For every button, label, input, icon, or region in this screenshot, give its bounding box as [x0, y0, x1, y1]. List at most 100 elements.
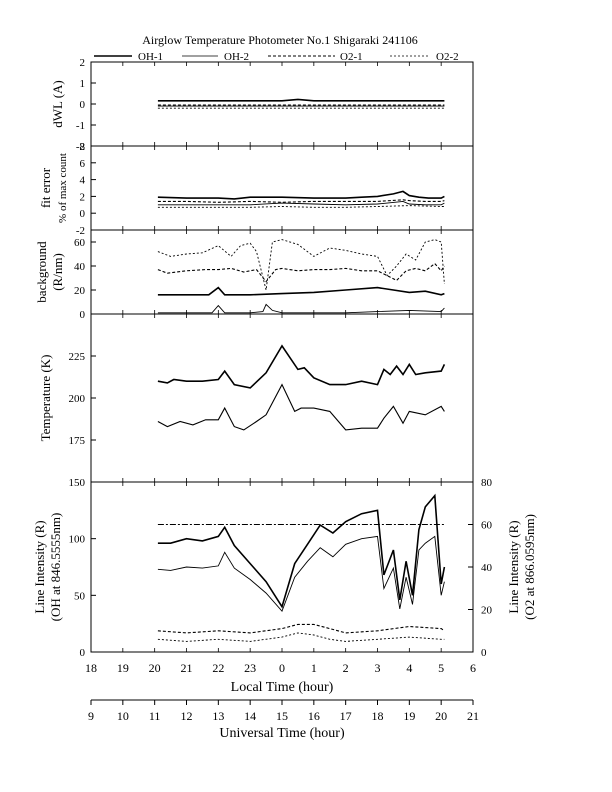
- panel-temperature: Temperature (K): [38, 313, 474, 483]
- panel-intensity-ylabel2: (OH at 846.5555nm): [48, 513, 63, 622]
- local-time-tick-label-9: 3: [375, 661, 381, 675]
- panel-intensity-ylabel-right: Line Intensity (R): [506, 520, 521, 613]
- local-time-tick-label-11: 5: [438, 661, 444, 675]
- panel-dwl: dWL (A): [50, 61, 474, 147]
- ytick-label-fit_error-3: 4: [80, 175, 86, 187]
- panel-fit-error-ylabel2: % of max count: [57, 153, 69, 223]
- ytick-label-dwl-3: 1: [80, 78, 86, 90]
- ytick-label-background-0: 0: [80, 309, 86, 321]
- ytick-label-dwl-0: -2: [76, 141, 85, 153]
- local-time-tick-label-4: 22: [212, 661, 224, 675]
- panel-temperature-frame: [90, 313, 474, 483]
- ytick-label-temperature-1: 200: [69, 393, 86, 405]
- figure-title: Airglow Temperature Photometer No.1 Shig…: [142, 33, 418, 47]
- ytick-right-label-intensity-2: 40: [481, 562, 493, 574]
- ut-tick-label-9: 18: [372, 709, 384, 723]
- local-time-tick-label-5: 23: [244, 661, 256, 675]
- ut-tick-label-0: 9: [88, 709, 94, 723]
- ytick-label-intensity-3: 150: [69, 477, 86, 489]
- ytick-label-fit_error-2: 2: [80, 191, 86, 203]
- ut-tick-label-2: 11: [149, 709, 161, 723]
- ytick-label-background-3: 60: [74, 237, 86, 249]
- panel-temperature-ylabel: Temperature (K): [38, 355, 53, 442]
- series-temperature-oh: [157, 344, 446, 389]
- panel-fit-error: fit error % of max count: [38, 145, 474, 231]
- ytick-right-label-intensity-3: 60: [481, 520, 493, 532]
- panel-intensity-ylabel-right2: (O2 at 866.0595nm): [522, 514, 537, 620]
- series-intensity-o2-2: [157, 632, 445, 642]
- ut-tick-label-12: 21: [467, 709, 479, 723]
- series-intensity-oh-2: [157, 535, 445, 613]
- ut-tick-label-10: 19: [403, 709, 415, 723]
- ytick-label-dwl-2: 0: [80, 99, 86, 111]
- local-time-axis-label: Local Time (hour): [231, 680, 334, 695]
- series-fit_error-o2-2: [157, 205, 445, 208]
- local-time-tick-label-1: 19: [117, 661, 129, 675]
- ut-tick-label-4: 13: [212, 709, 224, 723]
- local-time-tick-label-2: 20: [149, 661, 161, 675]
- ut-tick-label-1: 10: [117, 709, 129, 723]
- ytick-right-label-intensity-1: 20: [481, 605, 493, 617]
- legend-label-oh1: OH-1: [138, 51, 163, 63]
- series-fit_error-o2-1: [157, 199, 445, 203]
- ytick-label-dwl-4: 2: [80, 57, 86, 69]
- ut-tick-label-11: 20: [435, 709, 447, 723]
- ytick-right-label-intensity-4: 80: [481, 477, 493, 489]
- panel-background-ylabel: background: [34, 241, 49, 303]
- local-time-tick-label-6: 0: [279, 661, 285, 675]
- ut-tick-label-8: 17: [340, 709, 352, 723]
- ut-tick-label-3: 12: [181, 709, 193, 723]
- panel-background: background (R/nm): [34, 229, 474, 315]
- legend-label-oh2: OH-2: [224, 51, 249, 63]
- panel-dwl-marks: -2 -1 0 1 2: [76, 57, 474, 153]
- local-time-tick-label-0: 18: [85, 661, 97, 675]
- ytick-label-intensity-1: 50: [74, 590, 86, 602]
- ytick-label-dwl-1: -1: [76, 120, 85, 132]
- local-time-tick-label-12: 6: [470, 661, 476, 675]
- panel-intensity: Line Intensity (R) (OH at 846.5555nm) Li…: [32, 481, 537, 653]
- universal-time-axis-label: Universal Time (hour): [219, 726, 345, 741]
- ytick-label-fit_error-5: 8: [80, 141, 86, 153]
- series-intensity-o2-1: [157, 623, 445, 634]
- legend-label-o2-2: O2-2: [436, 51, 459, 63]
- panel-temperature-marks: 175 200 225: [69, 314, 474, 482]
- panel-background-ylabel2: (R/nm): [50, 253, 65, 291]
- panel-background-marks: 0 20 40 60: [74, 230, 474, 321]
- local-time-tick-label-8: 2: [343, 661, 349, 675]
- panel-fit_error-marks: -2 0 2 4 6 8: [76, 141, 474, 237]
- series-dwl-oh-1: [157, 98, 445, 102]
- series-temperature-o2: [157, 383, 445, 431]
- series-fit_error-oh-2: [157, 200, 445, 206]
- panel-dwl-frame: [90, 61, 474, 147]
- legend-label-o2-1: O2-1: [340, 51, 363, 63]
- series-background-oh-2: [157, 303, 445, 314]
- local-time-tick-label-7: 1: [311, 661, 317, 675]
- ut-tick-label-6: 15: [276, 709, 288, 723]
- ytick-label-background-2: 40: [74, 261, 86, 273]
- ytick-label-intensity-0: 0: [80, 647, 86, 659]
- ut-tick-label-5: 14: [244, 709, 256, 723]
- ytick-right-label-intensity-0: 0: [481, 647, 487, 659]
- series-background-o2-1: [157, 262, 445, 283]
- ytick-label-background-1: 20: [74, 285, 86, 297]
- ut-tick-label-7: 16: [308, 709, 320, 723]
- ytick-label-temperature-0: 175: [69, 435, 86, 447]
- ytick-label-intensity-2: 100: [69, 534, 86, 546]
- panel-dwl-ylabel: dWL (A): [50, 80, 65, 128]
- ytick-label-fit_error-4: 6: [80, 158, 86, 170]
- legend: OH-1 OH-2 O2-1 O2-2: [94, 51, 459, 63]
- ytick-label-temperature-2: 225: [69, 351, 86, 363]
- series-fit_error-oh-1: [157, 190, 445, 200]
- panel-intensity-ylabel: Line Intensity (R): [32, 520, 47, 613]
- panel-fit-error-ylabel: fit error: [38, 167, 53, 208]
- series-background-oh-1: [157, 286, 445, 296]
- ytick-label-fit_error-0: -2: [76, 225, 85, 237]
- panel-background-frame: [90, 229, 474, 315]
- local-time-tick-label-3: 21: [181, 661, 193, 675]
- local-time-tick-label-10: 4: [406, 661, 412, 675]
- ytick-label-fit_error-1: 0: [80, 208, 86, 220]
- panel-fit-error-frame: [90, 145, 474, 231]
- series-intensity-oh-1: [157, 493, 446, 609]
- series-background-o2-2: [157, 239, 445, 291]
